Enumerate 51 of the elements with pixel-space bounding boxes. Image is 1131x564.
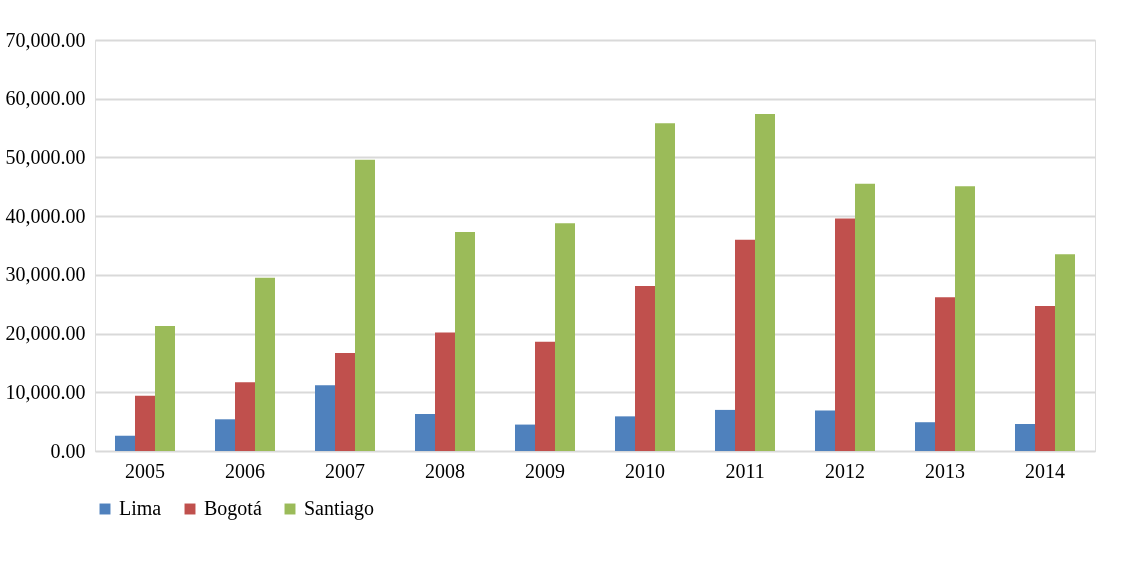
y-tick-label: 60,000.00 <box>5 87 86 110</box>
y-tick-label: 50,000.00 <box>5 145 86 168</box>
bar <box>1055 254 1075 451</box>
bar <box>335 352 355 451</box>
bar <box>435 332 455 451</box>
x-tick-label: 2011 <box>725 459 765 482</box>
bar <box>735 239 755 451</box>
bar <box>655 123 675 451</box>
x-tick-label: 2007 <box>325 459 365 482</box>
bar <box>255 277 275 451</box>
bar <box>515 424 535 451</box>
bar <box>755 113 775 451</box>
x-tick-label: 2013 <box>925 459 965 482</box>
x-tick-label: 2008 <box>425 459 465 482</box>
y-tick-label: 40,000.00 <box>5 204 86 227</box>
bar <box>415 414 435 451</box>
bar <box>915 422 935 451</box>
bar <box>855 183 875 451</box>
x-tick-label: 2006 <box>225 459 265 482</box>
bar <box>715 409 735 451</box>
bar <box>215 419 235 451</box>
bar <box>455 232 475 451</box>
bar <box>635 286 655 451</box>
bar <box>315 385 335 451</box>
y-tick-label: 0.00 <box>50 439 86 462</box>
bar <box>1015 423 1035 451</box>
x-tick-label: 2005 <box>125 459 165 482</box>
bar <box>115 435 135 451</box>
y-tick-label: 30,000.00 <box>5 263 86 286</box>
bar <box>535 341 555 451</box>
x-tick-label: 2014 <box>1025 459 1065 482</box>
bar <box>155 325 175 451</box>
y-tick-label: 10,000.00 <box>5 380 86 403</box>
y-tick-label: 70,000.00 <box>5 28 86 51</box>
bar <box>835 218 855 451</box>
y-tick-label: 20,000.00 <box>5 322 86 345</box>
legend-label: Lima <box>119 497 162 519</box>
bar <box>615 416 635 451</box>
legend-label: Bogotá <box>204 497 262 520</box>
bar <box>935 297 955 451</box>
bar <box>555 223 575 451</box>
bar <box>355 159 375 451</box>
bar <box>135 395 155 451</box>
bar <box>815 410 835 451</box>
x-tick-label: 2010 <box>625 459 665 482</box>
x-tick-label: 2012 <box>825 459 865 482</box>
bar <box>235 382 255 451</box>
x-tick-label: 2009 <box>525 459 565 482</box>
bar <box>955 186 975 451</box>
bar <box>1035 305 1055 451</box>
legend-label: Santiago <box>304 497 374 520</box>
